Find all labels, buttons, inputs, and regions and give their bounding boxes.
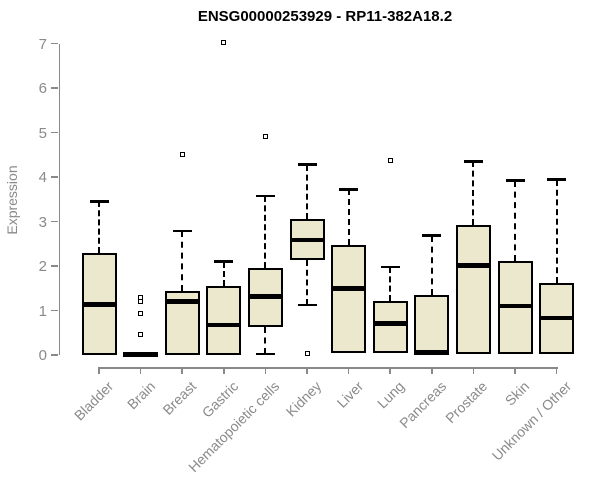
whisker-upper-cap xyxy=(339,188,359,191)
y-tick-label: 6 xyxy=(38,80,47,97)
x-tick xyxy=(98,367,100,374)
whisker-upper-line xyxy=(389,266,392,301)
median-line xyxy=(206,322,242,328)
x-tick xyxy=(431,367,433,374)
y-tick xyxy=(51,176,58,178)
y-tick xyxy=(51,87,58,89)
y-tick-label: 0 xyxy=(38,347,47,364)
y-tick xyxy=(51,265,58,267)
x-tick-label: Kidney xyxy=(282,378,325,420)
x-tick-label: Brain xyxy=(123,378,158,413)
whisker-lower-line xyxy=(306,260,308,306)
median-line xyxy=(497,303,533,309)
whisker-upper-cap xyxy=(255,194,275,198)
box-prostate xyxy=(455,224,491,354)
whisker-upper-line xyxy=(555,179,558,284)
outlier-point xyxy=(387,158,393,164)
outlier-point xyxy=(179,152,185,158)
whisker-upper-cap xyxy=(89,200,109,203)
whisker-upper-line xyxy=(181,230,184,291)
whisker-lower-line xyxy=(264,326,267,355)
whisker-upper-cap xyxy=(422,234,442,237)
y-tick-label: 2 xyxy=(38,258,47,275)
median-line xyxy=(455,263,491,268)
outlier-point xyxy=(221,39,227,45)
median-line xyxy=(372,321,408,326)
x-tick-label: Prostate xyxy=(442,378,491,427)
x-tick-label: Liver xyxy=(333,378,366,411)
whisker-lower-cap xyxy=(297,303,317,307)
box-gastric xyxy=(206,286,242,355)
whisker-upper-line xyxy=(347,189,350,246)
y-axis-line xyxy=(58,43,60,355)
y-tick xyxy=(51,220,58,223)
y-axis-label: Expression xyxy=(4,165,20,235)
x-tick xyxy=(514,367,516,374)
whisker-upper-line xyxy=(98,201,100,253)
whisker-upper-cap xyxy=(547,178,567,181)
median-line xyxy=(81,302,117,307)
outlier-point xyxy=(138,298,144,304)
whisker-upper-cap xyxy=(297,163,317,166)
whisker-upper-cap xyxy=(214,260,234,263)
whisker-upper-cap xyxy=(463,160,483,163)
whisker-upper-line xyxy=(514,180,516,262)
whisker-lower-cap xyxy=(255,352,275,356)
box-pancreas xyxy=(414,294,450,355)
outlier-point xyxy=(262,134,268,140)
median-line xyxy=(247,294,283,299)
median-line xyxy=(331,286,367,291)
x-tick-label: Unknown / Other xyxy=(488,378,574,464)
x-tick xyxy=(139,367,142,374)
x-tick-label: Skin xyxy=(501,378,533,409)
y-tick xyxy=(51,131,58,134)
median-line xyxy=(289,237,325,243)
x-tick xyxy=(306,367,308,374)
outlier-point xyxy=(138,310,144,316)
whisker-upper-line xyxy=(430,235,433,295)
x-tick xyxy=(472,367,475,374)
x-axis-line xyxy=(98,367,558,369)
y-tick-label: 7 xyxy=(38,35,47,53)
x-tick xyxy=(389,367,391,374)
whisker-upper-line xyxy=(222,261,225,287)
y-tick-label: 1 xyxy=(38,302,47,320)
x-tick xyxy=(347,367,350,374)
box-lung xyxy=(372,300,408,353)
x-tick xyxy=(264,367,267,374)
median-line xyxy=(539,315,575,321)
whisker-upper-line xyxy=(472,161,475,225)
x-tick xyxy=(223,367,225,374)
box-liver xyxy=(331,245,367,354)
median-line xyxy=(414,350,450,355)
y-tick xyxy=(51,42,58,45)
y-tick-label: 5 xyxy=(38,124,47,142)
whisker-upper-cap xyxy=(505,179,525,182)
x-tick-label: Bladder xyxy=(70,378,117,424)
x-tick-label: Lung xyxy=(374,378,408,412)
whisker-upper-line xyxy=(264,196,267,269)
y-tick xyxy=(51,354,58,356)
x-tick xyxy=(181,367,183,374)
y-tick-label: 3 xyxy=(38,213,47,231)
y-tick-label: 4 xyxy=(38,169,47,186)
x-tick xyxy=(555,367,558,374)
y-tick xyxy=(51,309,58,312)
chart-title: ENSG00000253929 - RP11-382A18.2 xyxy=(197,8,453,25)
whisker-upper-cap xyxy=(172,229,192,233)
outlier-point xyxy=(304,351,310,357)
median-line xyxy=(164,299,200,304)
median-line xyxy=(123,351,159,357)
whisker-upper-cap xyxy=(380,265,400,269)
whisker-upper-line xyxy=(306,164,308,220)
outlier-point xyxy=(138,331,144,337)
x-tick-label: Breast xyxy=(159,378,200,418)
